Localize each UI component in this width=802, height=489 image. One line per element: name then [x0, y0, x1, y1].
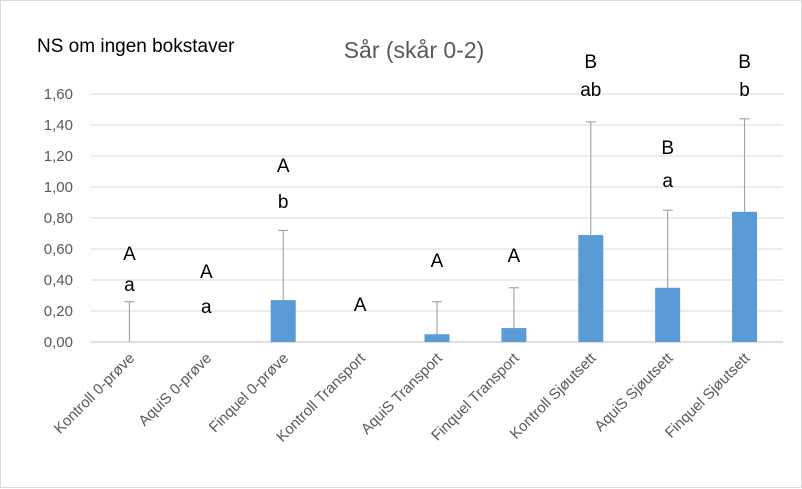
bar	[424, 334, 450, 342]
significance-letter-upper: A	[431, 251, 444, 272]
significance-letter-lower: b	[739, 80, 750, 101]
x-tick-label: Finquel 0-prøve	[206, 350, 292, 436]
significance-letter-lower: ab	[580, 80, 601, 101]
bar	[655, 287, 681, 342]
bar	[501, 328, 527, 342]
bar	[270, 300, 296, 342]
significance-letter-upper: A	[277, 156, 290, 177]
significance-letter-upper: B	[584, 52, 597, 73]
significance-letter-lower: b	[278, 192, 289, 213]
y-tick-label: 1,00	[44, 179, 73, 196]
bar	[578, 235, 604, 342]
y-tick-label: 1,60	[44, 86, 73, 103]
significance-letter-lower: a	[662, 171, 673, 192]
significance-letter-lower: a	[201, 297, 212, 318]
significance-letter-lower: a	[124, 275, 135, 296]
x-tick-label: AquiS Sjøutsett	[591, 349, 677, 435]
significance-letter-upper: A	[123, 244, 136, 265]
y-tick-label: 0,80	[44, 210, 73, 227]
y-tick-label: 0,60	[44, 241, 73, 258]
x-tick-label: AquiS Transport	[358, 349, 447, 438]
significance-letter-upper: B	[661, 138, 674, 159]
significance-letter-upper: A	[354, 295, 367, 316]
x-tick-label: AquiS 0-prøve	[135, 350, 215, 430]
significance-letter-upper: B	[738, 52, 751, 73]
significance-letter-upper: A	[200, 262, 213, 283]
x-tick-label: Finquel Sjøutsett	[662, 349, 754, 441]
x-tick-label: Kontroll 0-prøve	[51, 350, 138, 437]
y-tick-label: 1,40	[44, 117, 73, 134]
bar	[732, 211, 758, 342]
significance-letter-upper: A	[508, 246, 521, 267]
significance-note: NS om ingen bokstaver	[37, 36, 235, 57]
chart-title: Sår (skår 0-2)	[344, 37, 485, 63]
y-tick-label: 0,00	[44, 334, 73, 351]
y-tick-label: 1,20	[44, 148, 73, 165]
y-tick-label: 0,40	[44, 272, 73, 289]
y-tick-label: 0,20	[44, 303, 73, 320]
